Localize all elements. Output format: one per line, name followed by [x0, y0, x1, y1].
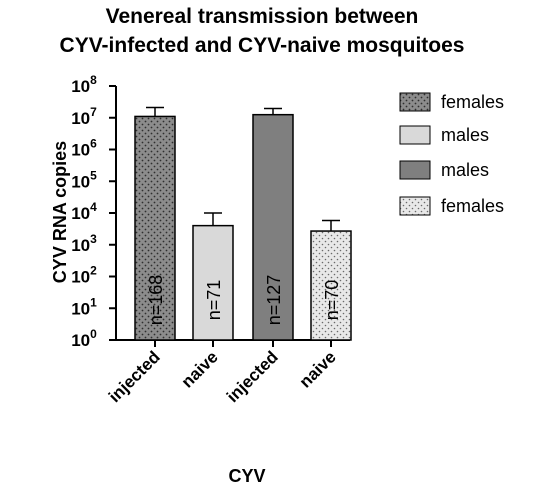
legend-label: males	[441, 125, 489, 145]
y-tick-label: 104	[71, 200, 97, 223]
bar-n-label: n=71	[204, 280, 224, 321]
x-tick-label: naive	[296, 347, 340, 391]
y-tick-label: 107	[71, 105, 97, 128]
x-tick-label: injected	[223, 347, 282, 406]
x-axis-title: CYV	[228, 466, 265, 486]
legend-swatch	[399, 92, 431, 112]
legend: females males males females	[399, 92, 504, 216]
bar-n-label: n=70	[322, 280, 342, 321]
chart-title-line-1: Venereal transmission between	[106, 5, 419, 28]
legend-swatch	[399, 125, 431, 145]
y-tick-label: 105	[71, 168, 97, 191]
x-tick-label: naive	[178, 347, 222, 391]
y-tick-label: 103	[71, 232, 97, 255]
bar	[252, 113, 294, 341]
legend-label: females	[441, 196, 504, 216]
legend-swatch	[399, 196, 431, 216]
legend-swatch	[399, 160, 431, 180]
plot-area: 100 101 102 103 104 105 106 107 108 n=168 injected…	[71, 73, 352, 406]
chart-title-line-2: CYV-infected and CYV-naive mosquitoes	[60, 34, 465, 57]
y-tick-label: 106	[71, 137, 97, 160]
y-axis-title: CYV RNA copies	[50, 141, 70, 283]
y-tick-label: 100	[71, 327, 97, 350]
bar	[310, 230, 352, 341]
bar	[134, 115, 176, 341]
bar-n-label: n=168	[146, 275, 166, 326]
bar	[192, 224, 234, 341]
y-tick-label: 102	[71, 264, 97, 287]
legend-label: females	[441, 92, 504, 112]
y-tick-label: 101	[71, 295, 97, 318]
x-tick-label: injected	[105, 347, 164, 406]
legend-label: males	[441, 160, 489, 180]
y-tick-label: 108	[71, 73, 97, 96]
bar-n-label: n=127	[264, 275, 284, 326]
